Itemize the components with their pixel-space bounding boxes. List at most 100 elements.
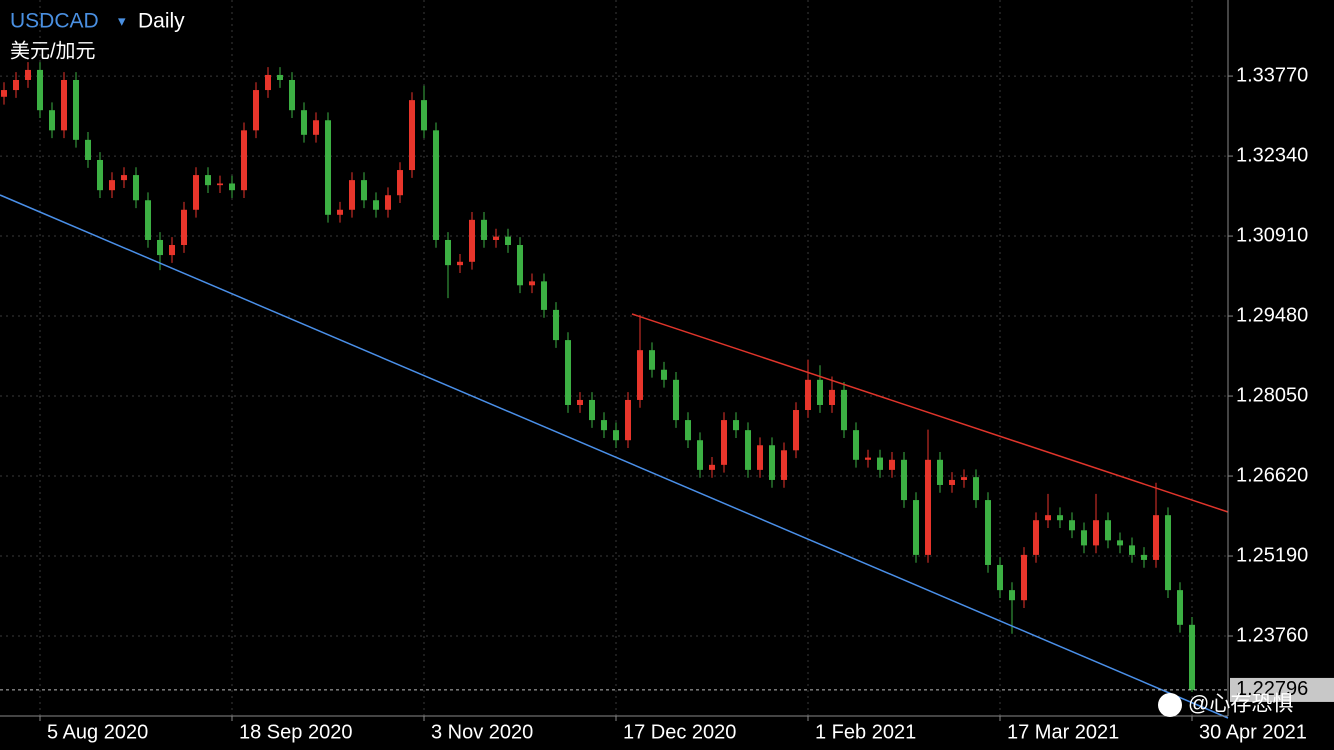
symbol-arrow[interactable]: ▾ <box>118 13 126 30</box>
candle-body <box>493 236 499 240</box>
x-tick-label: 5 Aug 2020 <box>47 721 148 743</box>
candle-body <box>349 180 355 210</box>
candle-body <box>505 236 511 246</box>
candle-body <box>901 459 907 501</box>
candle-body <box>49 110 55 131</box>
candle-body <box>61 79 67 131</box>
candle-body <box>133 175 139 201</box>
candle-body <box>745 430 751 470</box>
candle-body <box>865 457 871 460</box>
candle-body <box>229 183 235 191</box>
candle-body <box>733 420 739 431</box>
candle-body <box>1 90 7 97</box>
candle-body <box>961 477 967 480</box>
candle-body <box>241 130 247 191</box>
candle-body <box>433 130 439 240</box>
candle-body <box>373 200 379 210</box>
watermark-logo <box>1158 693 1182 717</box>
candle-body <box>337 209 343 215</box>
candle-body <box>589 399 595 421</box>
y-tick-label: 1.23760 <box>1236 624 1308 646</box>
candle-body <box>1177 590 1183 625</box>
candle-body <box>457 261 463 266</box>
candle-body <box>769 445 775 480</box>
resistance-trendline <box>631 313 1229 513</box>
candle-body <box>1081 530 1087 546</box>
y-tick-label: 1.28050 <box>1236 384 1308 406</box>
candle-body <box>577 399 583 405</box>
candle-body <box>1093 520 1099 546</box>
candle-body <box>1129 545 1135 555</box>
candle-body <box>253 90 259 131</box>
candle-body <box>913 500 919 555</box>
candle-body <box>145 200 151 240</box>
candle-body <box>517 245 523 286</box>
candle-body <box>157 239 163 256</box>
y-tick-label: 1.32340 <box>1236 144 1308 166</box>
candle-body <box>217 183 223 186</box>
x-tick-label: 3 Nov 2020 <box>431 721 533 743</box>
candle-body <box>1069 520 1075 531</box>
candle-body <box>25 69 31 80</box>
candle-body <box>793 410 799 451</box>
candle-body <box>973 477 979 501</box>
timeframe[interactable]: Daily <box>138 10 185 33</box>
candle-body <box>1141 554 1147 560</box>
candle-body <box>757 445 763 470</box>
candle-body <box>1033 520 1039 555</box>
candle-body <box>109 180 115 191</box>
candle-body <box>289 79 295 111</box>
candle-body <box>469 219 475 262</box>
candle-body <box>997 564 1003 591</box>
y-tick-label: 1.29480 <box>1236 304 1308 326</box>
candle-body <box>601 420 607 431</box>
candle-body <box>985 500 991 565</box>
last-price-box <box>1230 677 1334 702</box>
candle-body <box>709 464 715 470</box>
candle-body <box>853 430 859 460</box>
candle-body <box>361 180 367 201</box>
candle-body <box>565 340 571 405</box>
candle-body <box>1009 590 1015 601</box>
candle-body <box>325 120 331 215</box>
candle-body <box>397 170 403 196</box>
candle-body <box>781 450 787 480</box>
candle-body <box>661 369 667 380</box>
y-tick-label: 1.33770 <box>1236 64 1308 86</box>
x-tick-label: 30 Apr 2021 <box>1199 721 1307 743</box>
candle-body <box>553 309 559 341</box>
candle-body <box>85 139 91 160</box>
candle-body <box>1045 515 1051 521</box>
candle-body <box>313 120 319 135</box>
symbol[interactable]: USDCAD <box>10 10 99 33</box>
candle-body <box>385 195 391 210</box>
candle-body <box>1117 540 1123 546</box>
x-tick-label: 1 Feb 2021 <box>815 721 916 743</box>
grid <box>0 0 1228 716</box>
candle-body <box>721 420 727 465</box>
candle-body <box>37 69 43 111</box>
candle-body <box>925 459 931 555</box>
overlay: 1.33770 1.32340 1.30910 1.29480 1.28050 1.266… <box>0 64 1334 743</box>
candle-body <box>625 399 631 441</box>
candle-body <box>673 379 679 421</box>
candle-body <box>829 389 835 405</box>
candle-body <box>649 350 655 370</box>
candle-body <box>445 239 451 266</box>
candle-body <box>685 420 691 441</box>
candle-body <box>949 479 955 485</box>
candle-body <box>637 350 643 400</box>
candle-body <box>937 459 943 485</box>
y-tick-label: 1.26620 <box>1236 464 1308 486</box>
candle-body <box>169 245 175 256</box>
candle-body <box>409 100 415 171</box>
candle-body <box>181 209 187 246</box>
support-trendline <box>0 194 1229 719</box>
candle-body <box>97 159 103 191</box>
candle-body <box>1165 515 1171 591</box>
watermark: @心存恐惧 <box>1188 693 1293 716</box>
candle-body <box>277 74 283 80</box>
candle-body <box>193 175 199 210</box>
last-price-label: 1.22796 <box>1236 678 1308 700</box>
candle-body <box>421 100 427 131</box>
